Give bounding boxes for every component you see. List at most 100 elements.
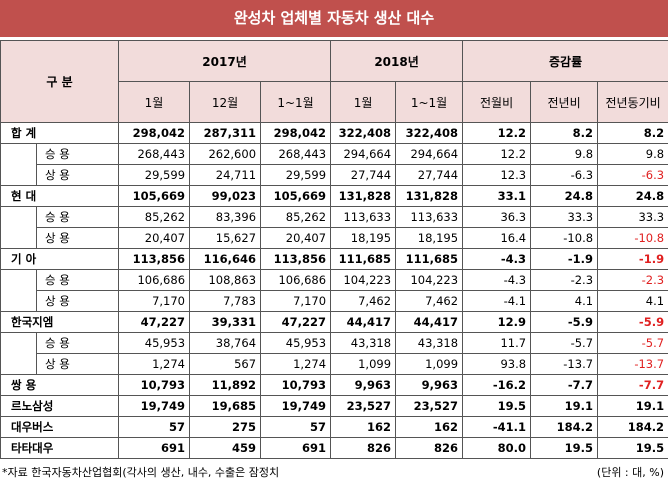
cell: 33.1	[462, 185, 532, 207]
cell: -7.7	[597, 374, 668, 396]
cell: 131,828	[330, 185, 397, 207]
cell: 12.2	[462, 143, 532, 165]
row-label: 상 용	[35, 164, 120, 186]
table: 구 분 2017년 2018년 증감률 1월 12월 1~1월 1월 1~1월 전월비 전년…	[0, 40, 668, 459]
footer: *자료 한국자동차산업협회(각사의 생산, 내수, 수출은 잠정치 (단위 : …	[0, 459, 668, 480]
cell: 10,793	[260, 374, 332, 396]
cell: 8.2	[530, 122, 599, 144]
cell: 99,023	[189, 185, 262, 207]
cell: 459	[189, 437, 262, 459]
company-row: 르노삼성 19,749 19,685 19,749 23,527 23,527 19.5 19…	[0, 395, 668, 417]
sub-row: 승 용 45,953 38,764 45,953 43,318 43,318 11.7 -5.…	[0, 332, 668, 354]
cell: 80.0	[462, 437, 532, 459]
cell: 24.8	[597, 185, 668, 207]
unit-note: (단위 : 대, %)	[596, 466, 664, 479]
cell: 57	[118, 416, 191, 438]
cell: -4.1	[462, 290, 532, 312]
row-label: 르노삼성	[0, 395, 120, 417]
indent	[0, 332, 37, 354]
cell: 111,685	[330, 248, 397, 270]
cell: 113,856	[260, 248, 332, 270]
company-row: 현 대 105,669 99,023 105,669 131,828 131,828 33.…	[0, 185, 668, 207]
cell: -5.7	[530, 332, 599, 354]
cell: 826	[395, 437, 464, 459]
cell: -1.9	[530, 248, 599, 270]
cell: 9.8	[597, 143, 668, 165]
cell: 298,042	[118, 122, 191, 144]
cell: 262,600	[189, 143, 262, 165]
row-label: 상 용	[35, 353, 120, 375]
row-label: 기 아	[0, 248, 120, 270]
cell: 11.7	[462, 332, 532, 354]
cell: 43,318	[330, 332, 397, 354]
cell: 691	[260, 437, 332, 459]
cell: -5.9	[530, 311, 599, 333]
cell: 12.2	[462, 122, 532, 144]
indent	[0, 164, 37, 186]
cell: 322,408	[395, 122, 464, 144]
cell: 19.5	[530, 437, 599, 459]
cell: 113,633	[395, 206, 464, 228]
cell: 47,227	[118, 311, 191, 333]
cell: 36.3	[462, 206, 532, 228]
cell: 19,749	[118, 395, 191, 417]
cell: 9,963	[395, 374, 464, 396]
header-cell: 전년비	[530, 81, 599, 123]
cell: -10.8	[530, 227, 599, 249]
header-cell: 1월	[330, 81, 397, 123]
table-body: 합 계 298,042 287,311 298,042 322,408 322,408 12…	[0, 122, 668, 459]
cell: 106,686	[260, 269, 332, 291]
cell: 294,664	[330, 143, 397, 165]
cell: 104,223	[395, 269, 464, 291]
cell: -5.7	[597, 332, 668, 354]
cell: 7,170	[260, 290, 332, 312]
header-cell: 1월	[118, 81, 191, 123]
cell: 10,793	[118, 374, 191, 396]
cell: 24,711	[189, 164, 262, 186]
cell: 12.9	[462, 311, 532, 333]
cell: 18,195	[395, 227, 464, 249]
indent	[0, 353, 37, 375]
sub-row: 상 용 20,407 15,627 20,407 18,195 18,195 16.4 -10…	[0, 227, 668, 249]
table-header: 구 분 2017년 2018년 증감률 1월 12월 1~1월 1월 1~1월 전월비 전년…	[0, 40, 668, 123]
cell: -2.3	[530, 269, 599, 291]
header-cell: 1~1월	[395, 81, 464, 123]
company-row: 합 계 298,042 287,311 298,042 322,408 322,408 12…	[0, 122, 668, 144]
cell: -4.3	[462, 269, 532, 291]
cell: -10.8	[597, 227, 668, 249]
row-label: 상 용	[35, 227, 120, 249]
cell: 85,262	[260, 206, 332, 228]
cell: 106,686	[118, 269, 191, 291]
cell: 298,042	[260, 122, 332, 144]
cell: 1,274	[260, 353, 332, 375]
cell: 7,170	[118, 290, 191, 312]
cell: 111,685	[395, 248, 464, 270]
source-note: *자료 한국자동차산업협회(각사의 생산, 내수, 수출은 잠정치	[2, 466, 280, 479]
cell: 268,443	[118, 143, 191, 165]
cell: 113,856	[118, 248, 191, 270]
company-row: 기 아 113,856 116,646 113,856 111,685 111,685 -4…	[0, 248, 668, 270]
cell: 7,783	[189, 290, 262, 312]
cell: 287,311	[189, 122, 262, 144]
cell: 4.1	[597, 290, 668, 312]
indent	[0, 206, 37, 228]
sub-row: 상 용 7,170 7,783 7,170 7,462 7,462 -4.1 4.1 4.1	[0, 290, 668, 312]
cell: 19,749	[260, 395, 332, 417]
header-cell: 전월비	[462, 81, 532, 123]
cell: 43,318	[395, 332, 464, 354]
cell: 184.2	[530, 416, 599, 438]
cell: -7.7	[530, 374, 599, 396]
cell: 105,669	[118, 185, 191, 207]
cell: 826	[330, 437, 397, 459]
cell: 19,685	[189, 395, 262, 417]
cell: 105,669	[260, 185, 332, 207]
cell: 162	[395, 416, 464, 438]
indent	[0, 143, 37, 165]
cell: -13.7	[530, 353, 599, 375]
cell: 29,599	[118, 164, 191, 186]
row-label: 대우버스	[0, 416, 120, 438]
cell: 108,863	[189, 269, 262, 291]
row-label: 합 계	[0, 122, 120, 144]
row-label: 승 용	[35, 269, 120, 291]
cell: 23,527	[395, 395, 464, 417]
